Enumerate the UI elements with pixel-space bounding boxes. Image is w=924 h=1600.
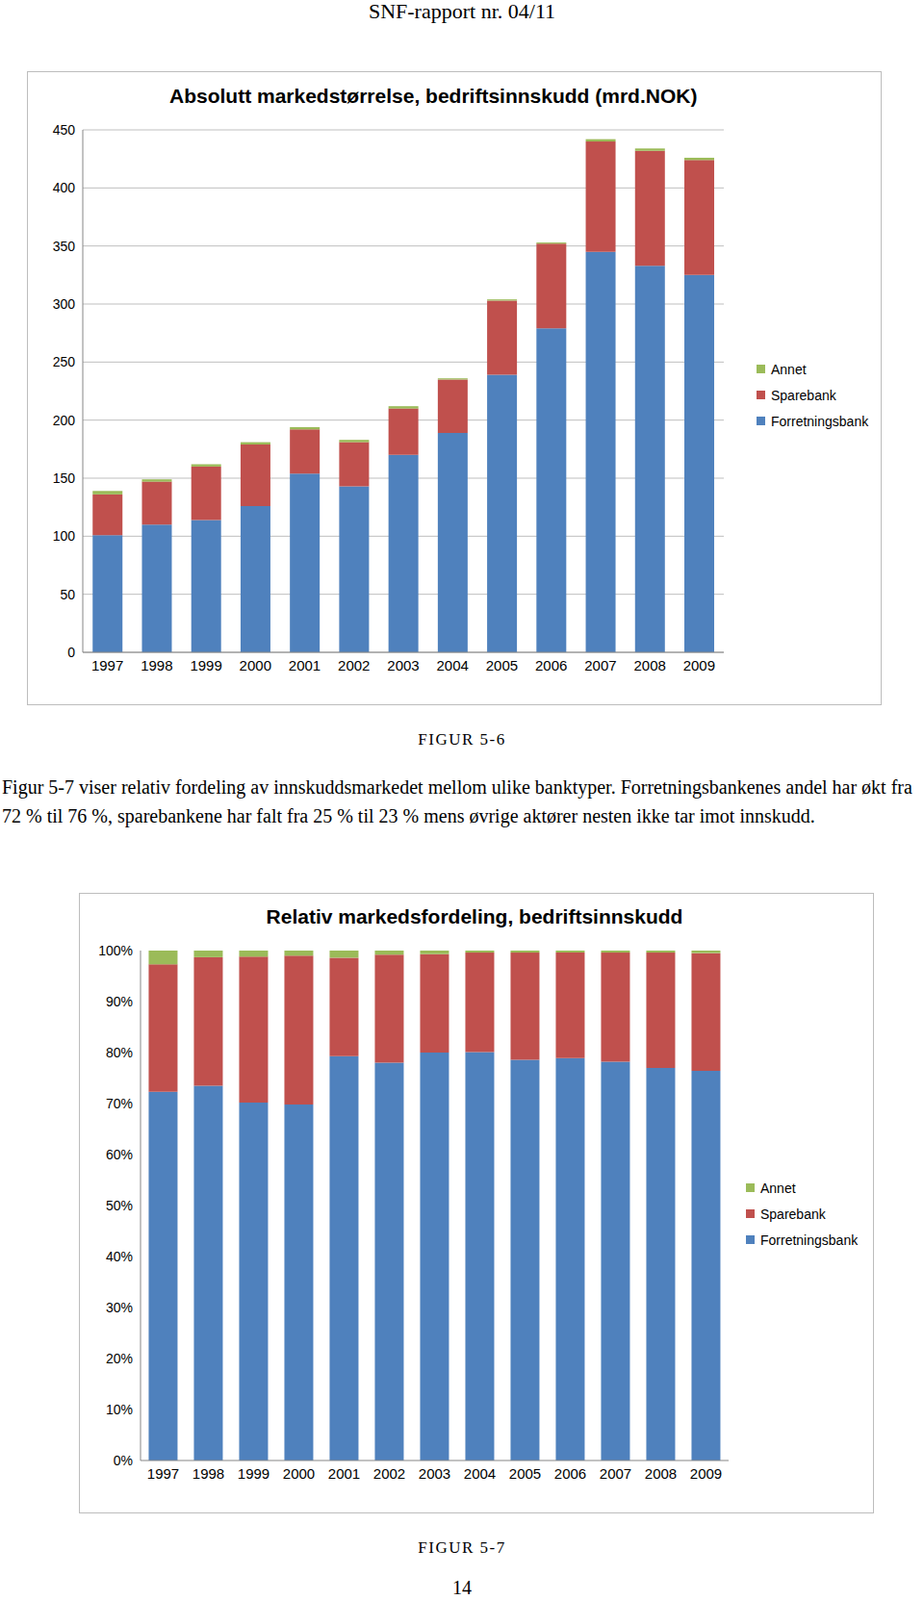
svg-text:0%: 0% [113,1453,133,1469]
svg-text:150: 150 [52,470,77,487]
svg-text:90%: 90% [105,994,133,1010]
svg-text:40%: 40% [105,1249,133,1265]
svg-text:70%: 70% [105,1096,133,1112]
svg-text:350: 350 [52,238,77,255]
svg-text:1997: 1997 [91,657,124,674]
html-text:Figur 5-7 viser relativ fordel: Figur 5-7 viser relativ fordeling av inn… [1,776,913,827]
html-text:FIGUR 5-7: FIGUR 5-7 [418,1539,506,1558]
svg-text:450: 450 [52,122,77,138]
html-text:FIGUR 5-6: FIGUR 5-6 [418,730,506,749]
svg-text:2003: 2003 [386,657,419,674]
html-text:Sparebank: Sparebank [770,387,837,403]
html-text:14: 14 [452,1577,472,1599]
svg-text:2000: 2000 [239,657,272,674]
svg-text:100%: 100% [98,943,133,959]
svg-text:50: 50 [59,587,76,603]
svg-text:0: 0 [67,644,76,661]
html-text:Annet: Annet [760,1180,796,1196]
svg-text:1999: 1999 [237,1465,270,1483]
svg-text:2006: 2006 [535,657,567,674]
svg-text:1999: 1999 [189,657,222,674]
svg-text:2005: 2005 [509,1465,541,1483]
svg-text:2000: 2000 [282,1465,315,1483]
svg-text:1998: 1998 [192,1465,225,1483]
svg-text:2007: 2007 [584,657,616,674]
html-text:Annet: Annet [770,361,807,377]
svg-text:20%: 20% [105,1351,133,1367]
html-text:Absolutt markedstørrelse, bedr: Absolutt markedstørrelse, bedriftsinnsku… [169,84,698,107]
svg-text:250: 250 [52,354,77,370]
svg-text:2002: 2002 [337,657,370,674]
svg-text:400: 400 [52,179,77,196]
svg-text:2001: 2001 [288,657,321,674]
html-text:Sparebank: Sparebank [760,1206,826,1222]
html-text:SNF-rapport nr. 04/11: SNF-rapport nr. 04/11 [368,0,556,24]
html-text:Forretningsbank: Forretningsbank [760,1232,858,1248]
svg-text:2008: 2008 [633,657,666,674]
html-text:Forretningsbank: Forretningsbank [770,413,869,429]
svg-text:2003: 2003 [418,1465,451,1483]
svg-text:80%: 80% [105,1045,133,1061]
html-text:Relativ markedsfordeling, bedr: Relativ markedsfordeling, bedriftsinnsku… [266,905,683,928]
svg-text:10%: 10% [105,1402,133,1418]
svg-text:2007: 2007 [599,1465,632,1483]
svg-text:2004: 2004 [463,1465,496,1483]
svg-text:1997: 1997 [147,1465,180,1483]
svg-text:2001: 2001 [328,1465,360,1483]
svg-text:2004: 2004 [436,657,469,674]
svg-text:300: 300 [52,296,77,312]
svg-text:2008: 2008 [644,1465,677,1483]
svg-text:30%: 30% [105,1300,133,1316]
svg-text:2006: 2006 [554,1465,587,1483]
svg-text:60%: 60% [105,1147,133,1163]
svg-text:1998: 1998 [140,657,173,674]
svg-text:50%: 50% [105,1198,133,1214]
svg-text:2009: 2009 [683,657,716,674]
svg-text:2005: 2005 [486,657,518,674]
svg-text:2002: 2002 [373,1465,406,1483]
svg-text:200: 200 [52,412,77,429]
svg-text:100: 100 [52,528,77,544]
svg-text:2009: 2009 [690,1465,722,1483]
